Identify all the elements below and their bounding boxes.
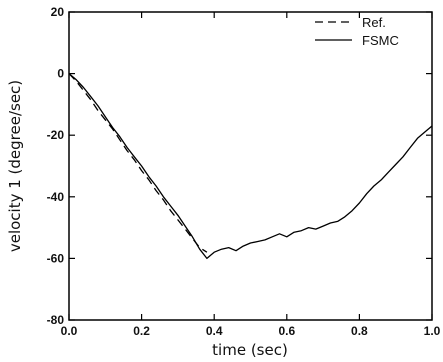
y-tick-label: -40	[47, 190, 65, 204]
x-tick-label: 1.0	[424, 324, 441, 338]
x-tick-label: 0.2	[133, 324, 150, 338]
y-axis-ticks: -80 -60 -40 -20 0 20	[47, 5, 432, 327]
x-tick-label: 0.4	[206, 324, 223, 338]
series-layer	[68, 73, 433, 260]
y-tick-label: 0	[57, 67, 64, 81]
y-axis-title: velocity 1 (degree/sec)	[6, 80, 24, 252]
x-tick-label: 0.0	[61, 324, 78, 338]
legend-label-ref: Ref.	[362, 15, 386, 30]
y-tick-label: 20	[51, 5, 65, 19]
x-axis-ticks: 0.0 0.2 0.4 0.6 0.8 1.0	[61, 12, 441, 338]
legend-label-fsmc: FSMC	[362, 33, 399, 48]
y-tick-label: -80	[47, 313, 65, 327]
y-tick-label: -20	[47, 128, 65, 142]
plot-frame	[68, 11, 433, 321]
y-tick-label: -60	[47, 251, 65, 265]
x-axis-title: time (sec)	[212, 341, 288, 359]
legend: Ref. FSMC	[315, 15, 399, 48]
x-tick-label: 0.8	[351, 324, 368, 338]
series-line-fsmc	[68, 73, 433, 260]
series-line-ref	[68, 73, 208, 253]
x-tick-label: 0.6	[278, 324, 295, 338]
